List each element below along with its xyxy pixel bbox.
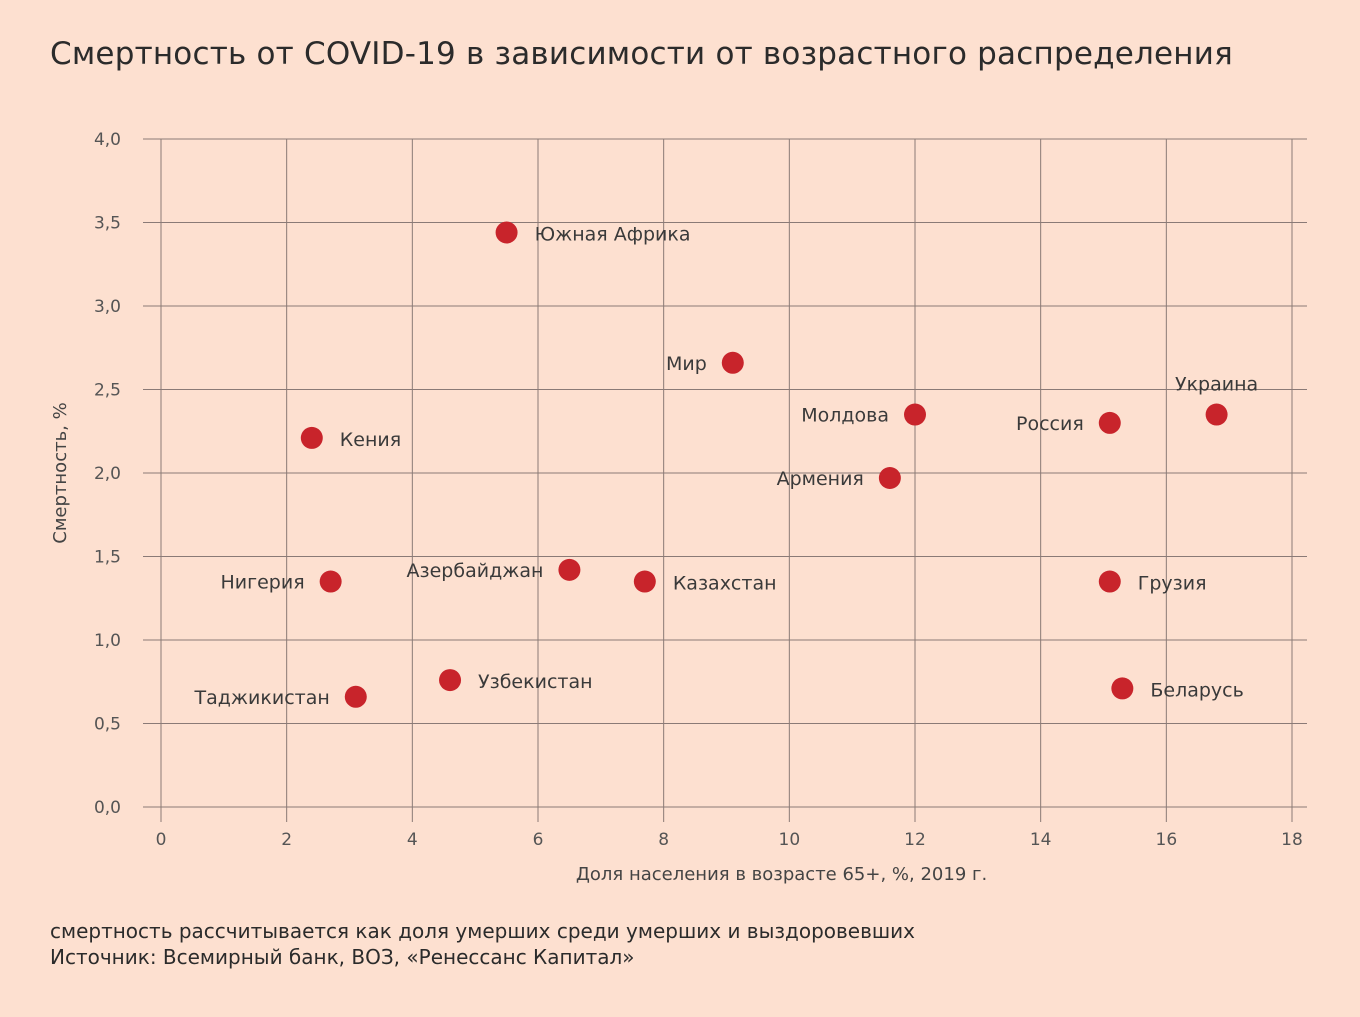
data-point xyxy=(1098,411,1121,434)
data-point-label: Азербайджан xyxy=(407,560,544,582)
data-point-label: Мир xyxy=(666,353,707,375)
source-note: Источник: Всемирный банк, ВОЗ, «Ренессан… xyxy=(50,945,635,969)
data-point-label: Казахстан xyxy=(673,573,777,595)
x-tick-label: 14 xyxy=(1030,830,1052,850)
data-point xyxy=(1098,570,1121,593)
data-point-label: Украина xyxy=(1175,374,1258,396)
x-tick-label: 12 xyxy=(904,830,926,850)
y-tick-label: 1,0 xyxy=(94,631,121,651)
y-tick-label: 4,0 xyxy=(94,130,121,150)
notes: смертность рассчитывается как доля умерш… xyxy=(50,918,915,970)
data-point-label: Россия xyxy=(1016,413,1084,435)
y-tick-label: 0,5 xyxy=(94,715,121,735)
y-axis-label: Смертность, % xyxy=(50,402,71,543)
data-point xyxy=(300,426,323,449)
data-point xyxy=(344,685,367,708)
x-axis-label: Доля населения в возрасте 65+, %, 2019 г… xyxy=(576,864,987,885)
data-point-label: Узбекистан xyxy=(478,671,593,693)
x-tick-label: 4 xyxy=(407,830,418,850)
x-tick-label: 10 xyxy=(779,830,801,850)
data-point-label: Кения xyxy=(340,429,401,451)
y-tick-label: 0,0 xyxy=(94,798,121,818)
data-point xyxy=(439,669,462,692)
data-points: Южная Африка Мир Кения Молдова Россия Украина… xyxy=(194,221,1258,709)
data-point-label: Грузия xyxy=(1138,573,1207,595)
data-point xyxy=(878,467,901,490)
y-tick-label: 3,0 xyxy=(94,297,121,317)
footnote: смертность рассчитывается как доля умерш… xyxy=(50,919,916,943)
data-point xyxy=(558,558,581,581)
y-tick-label: 1,5 xyxy=(94,548,121,568)
data-point xyxy=(633,570,656,593)
data-point xyxy=(721,351,744,374)
y-tick-label: 3,5 xyxy=(94,214,121,234)
y-tick-label: 2,5 xyxy=(94,381,121,401)
data-point-label: Молдова xyxy=(801,405,889,427)
data-point xyxy=(1205,403,1228,426)
data-point-label: Беларусь xyxy=(1150,679,1243,701)
grid xyxy=(143,138,1307,822)
x-tick-label: 8 xyxy=(658,830,669,850)
data-point-label: Южная Африка xyxy=(535,224,691,246)
data-point-label: Нигерия xyxy=(220,572,304,594)
data-point-label: Таджикистан xyxy=(194,687,330,709)
data-point xyxy=(904,403,926,426)
x-tick-label: 2 xyxy=(281,830,292,850)
x-tick-label: 6 xyxy=(533,830,544,850)
scatter-chart: 0,0 0,5 1,0 1,5 2,0 2,5 3,0 3,5 4,0 0 2 4 6 8 10 12 14 16… xyxy=(50,130,1307,885)
y-tick-label: 2,0 xyxy=(94,464,121,484)
x-tick-label: 0 xyxy=(156,830,167,850)
x-tick-label: 16 xyxy=(1156,830,1178,850)
chart-title: Смертность от COVID-19 в зависимости от … xyxy=(50,36,1233,72)
tick-labels: 0,0 0,5 1,0 1,5 2,0 2,5 3,0 3,5 4,0 0 2 4 6 8 10 12 14 16… xyxy=(94,130,1303,850)
x-tick-label: 18 xyxy=(1281,830,1303,850)
data-point xyxy=(1111,677,1134,700)
data-point xyxy=(319,570,342,593)
data-point xyxy=(495,221,518,244)
data-point-label: Армения xyxy=(777,468,864,490)
